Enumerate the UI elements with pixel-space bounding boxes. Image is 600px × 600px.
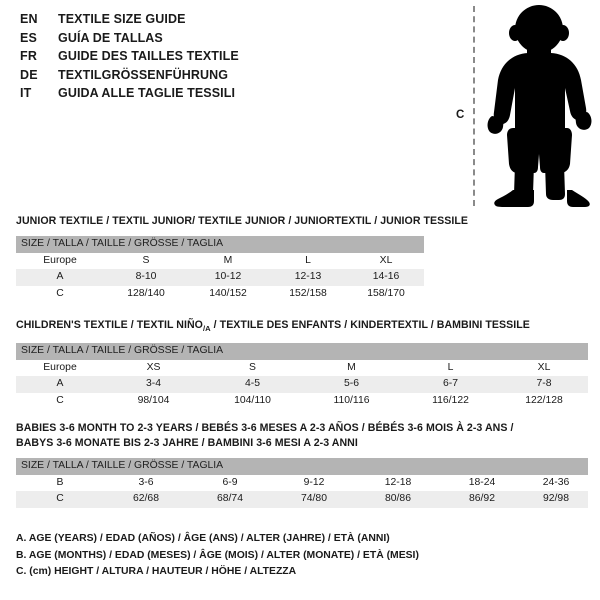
size-header-label: SIZE / TALLA / TAILLE / GRÖSSE / TAGLIA (16, 458, 588, 475)
cell: M (302, 359, 401, 377)
cell: XS (104, 359, 203, 377)
language-row: ES GUÍA DE TALLAS (20, 31, 320, 50)
cell: 68/74 (188, 491, 272, 508)
child-silhouette-icon (487, 5, 592, 207)
language-title: TEXTILE SIZE GUIDE (58, 12, 186, 26)
cell: 104/110 (203, 392, 302, 410)
table-header-row: SIZE / TALLA / TAILLE / GRÖSSE / TAGLIA (16, 236, 424, 253)
cell: 62/68 (104, 491, 188, 508)
legend-item-b: B. AGE (MONTHS) / EDAD (MESES) / ÂGE (MO… (16, 549, 419, 561)
language-code: DE (20, 67, 38, 82)
cell: 9-12 (272, 474, 356, 491)
cell: 128/140 (104, 285, 188, 302)
legend-item-a: A. AGE (YEARS) / EDAD (AÑOS) / ÂGE (ANS)… (16, 533, 390, 544)
language-row: FR GUIDE DES TAILLES TEXTILE (20, 49, 320, 68)
table-header-row: SIZE / TALLA / TAILLE / GRÖSSE / TAGLIA (16, 458, 588, 475)
cell: 80/86 (356, 491, 440, 508)
legend-item-c: C. (cm) HEIGHT / ALTURA / HAUTEUR / HÖHE… (16, 566, 297, 577)
cell: L (268, 252, 348, 269)
height-measure-label: C (456, 109, 465, 121)
cell: M (188, 252, 268, 269)
table-row: C 98/104 104/110 110/116 116/122 122/128 (16, 392, 588, 410)
language-code: FR (20, 49, 38, 64)
cell: 92/98 (524, 491, 588, 508)
cell: S (203, 359, 302, 377)
cell: 6-9 (188, 474, 272, 491)
cell: XL (500, 359, 588, 377)
cell: 12-18 (356, 474, 440, 491)
language-title: TEXTILGRÖSSENFÜHRUNG (58, 67, 229, 82)
cell: 24-36 (524, 474, 588, 491)
section-title-main: CHILDREN'S TEXTILE / TEXTIL NIÑO (16, 319, 203, 331)
cell: 4-5 (203, 376, 302, 393)
cell: 86/92 (440, 491, 524, 508)
cell: 5-6 (302, 376, 401, 393)
table-row: B 3-6 6-9 9-12 12-18 18-24 24-36 (16, 474, 588, 491)
section-babies-textile: BABIES 3-6 MONTH TO 2-3 YEARS / BEBÉS 3-… (16, 421, 588, 508)
language-title: GUÍA DE TALLAS (58, 30, 163, 45)
child-figure-block: C (440, 4, 600, 209)
cell: 14-16 (348, 269, 424, 286)
size-header-label: SIZE / TALLA / TAILLE / GRÖSSE / TAGLIA (16, 236, 424, 253)
row-label: A (16, 269, 104, 286)
table-header-row: SIZE / TALLA / TAILLE / GRÖSSE / TAGLIA (16, 343, 588, 360)
section-title-subscript: /A (202, 324, 211, 334)
language-row: DE TEXTILGRÖSSENFÜHRUNG (20, 68, 320, 87)
cell: XL (348, 252, 424, 269)
cell: 140/152 (188, 285, 268, 302)
row-label: Europe (16, 252, 104, 269)
measurement-legend: A. AGE (YEARS) / EDAD (AÑOS) / ÂGE (ANS)… (16, 531, 419, 581)
row-label: B (16, 474, 104, 491)
height-measure-dashed-line (473, 6, 475, 206)
cell: 110/116 (302, 392, 401, 410)
section-title-rest: / TEXTILE DES ENFANTS / KINDERTEXTIL / B… (210, 319, 530, 331)
cell: 158/170 (348, 285, 424, 302)
section-title-line2: BABYS 3-6 MONATE BIS 2-3 JAHRE / BAMBINI… (16, 437, 358, 449)
row-label: C (16, 392, 104, 410)
cell: 122/128 (500, 392, 588, 410)
row-label: Europe (16, 359, 104, 377)
children-size-table: SIZE / TALLA / TAILLE / GRÖSSE / TAGLIA … (16, 343, 588, 410)
cell: 6-7 (401, 376, 500, 393)
cell: 152/158 (268, 285, 348, 302)
section-junior-textile: JUNIOR TEXTILE / TEXTIL JUNIOR/ TEXTILE … (16, 214, 468, 302)
table-row: C 62/68 68/74 74/80 80/86 86/92 92/98 (16, 491, 588, 508)
babies-size-table: SIZE / TALLA / TAILLE / GRÖSSE / TAGLIA … (16, 458, 588, 508)
table-row: Europe S M L XL (16, 252, 424, 269)
language-row: IT GUIDA ALLE TAGLIE TESSILI (20, 86, 320, 105)
language-code: ES (20, 30, 38, 45)
junior-size-table: SIZE / TALLA / TAILLE / GRÖSSE / TAGLIA … (16, 236, 424, 302)
section-title-line1: BABIES 3-6 MONTH TO 2-3 YEARS / BEBÉS 3-… (16, 422, 514, 434)
table-row: C 128/140 140/152 152/158 158/170 (16, 285, 424, 302)
language-code: EN (20, 12, 38, 26)
row-label: C (16, 491, 104, 508)
cell: 116/122 (401, 392, 500, 410)
cell: 7-8 (500, 376, 588, 393)
row-label: C (16, 285, 104, 302)
section-title: CHILDREN'S TEXTILE / TEXTIL NIÑO/A / TEX… (16, 318, 588, 336)
cell: 3-4 (104, 376, 203, 393)
cell: S (104, 252, 188, 269)
cell: 12-13 (268, 269, 348, 286)
cell: 98/104 (104, 392, 203, 410)
cell: L (401, 359, 500, 377)
language-title: GUIDA ALLE TAGLIE TESSILI (58, 86, 236, 101)
row-label: A (16, 376, 104, 393)
language-title: GUIDE DES TAILLES TEXTILE (58, 49, 239, 64)
language-code: IT (20, 86, 32, 101)
cell: 10-12 (188, 269, 268, 286)
cell: 18-24 (440, 474, 524, 491)
table-row: Europe XS S M L XL (16, 359, 588, 377)
cell: 3-6 (104, 474, 188, 491)
language-title-block: EN TEXTILE SIZE GUIDE ES GUÍA DE TALLAS … (20, 12, 320, 105)
language-row: EN TEXTILE SIZE GUIDE (20, 12, 320, 31)
cell: 8-10 (104, 269, 188, 286)
cell: 74/80 (272, 491, 356, 508)
table-row: A 3-4 4-5 5-6 6-7 7-8 (16, 376, 588, 393)
section-childrens-textile: CHILDREN'S TEXTILE / TEXTIL NIÑO/A / TEX… (16, 318, 588, 410)
table-row: A 8-10 10-12 12-13 14-16 (16, 269, 424, 286)
section-title: JUNIOR TEXTILE / TEXTIL JUNIOR/ TEXTILE … (16, 215, 469, 227)
size-header-label: SIZE / TALLA / TAILLE / GRÖSSE / TAGLIA (16, 343, 588, 360)
